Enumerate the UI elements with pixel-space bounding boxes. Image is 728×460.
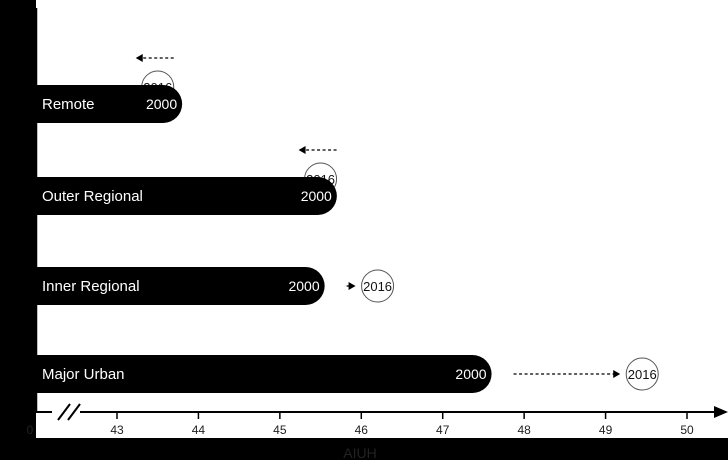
- x-tick-label: 47: [436, 423, 450, 437]
- category-label: Outer Regional: [42, 188, 143, 205]
- marker-2016-label: 2016: [363, 279, 392, 294]
- x-tick-label: 50: [680, 423, 694, 437]
- axis-break-mark: [67, 403, 81, 421]
- bar-remote: [36, 85, 183, 123]
- change-arrow-head: [135, 54, 143, 62]
- x-tick-label: 43: [110, 423, 124, 437]
- x-axis-label: AIUH: [343, 445, 376, 460]
- marker-2000-label: 2000: [301, 188, 332, 204]
- bar-outer-regional: [36, 177, 337, 215]
- x-tick-label: 45: [273, 423, 287, 437]
- x-axis-arrowhead: [714, 406, 728, 418]
- x-tick-label: 49: [599, 423, 613, 437]
- bar-inner-regional: [36, 267, 325, 305]
- category-label: Remote: [42, 96, 95, 113]
- category-label: Inner Regional: [42, 278, 140, 295]
- marker-2000-label: 2000: [455, 366, 486, 382]
- marker-2016-circle: [361, 269, 395, 303]
- marker-2016-label: 2016: [628, 367, 657, 382]
- marker-2016-circle: [625, 357, 659, 391]
- bars: 2016 Remote 2000 2016 Outer Regional 2000 Inne…: [36, 54, 659, 393]
- x-tick-label: 48: [517, 423, 531, 437]
- category-label: Major Urban: [42, 366, 125, 383]
- bar-major-urban: [36, 355, 492, 393]
- change-arrow-head: [613, 370, 621, 378]
- change-arrow-head: [298, 146, 306, 154]
- x-tick-label: 44: [192, 423, 206, 437]
- x-tick-label: 0: [27, 423, 34, 437]
- axis-break-mark: [57, 403, 71, 421]
- x-ticks: 0 43 44 45 46 47 48 49 50: [27, 412, 694, 437]
- marker-2000-label: 2000: [146, 96, 177, 112]
- marker-2000-label: 2000: [288, 278, 319, 294]
- x-tick-label: 46: [355, 423, 369, 437]
- change-arrow-head: [348, 282, 356, 290]
